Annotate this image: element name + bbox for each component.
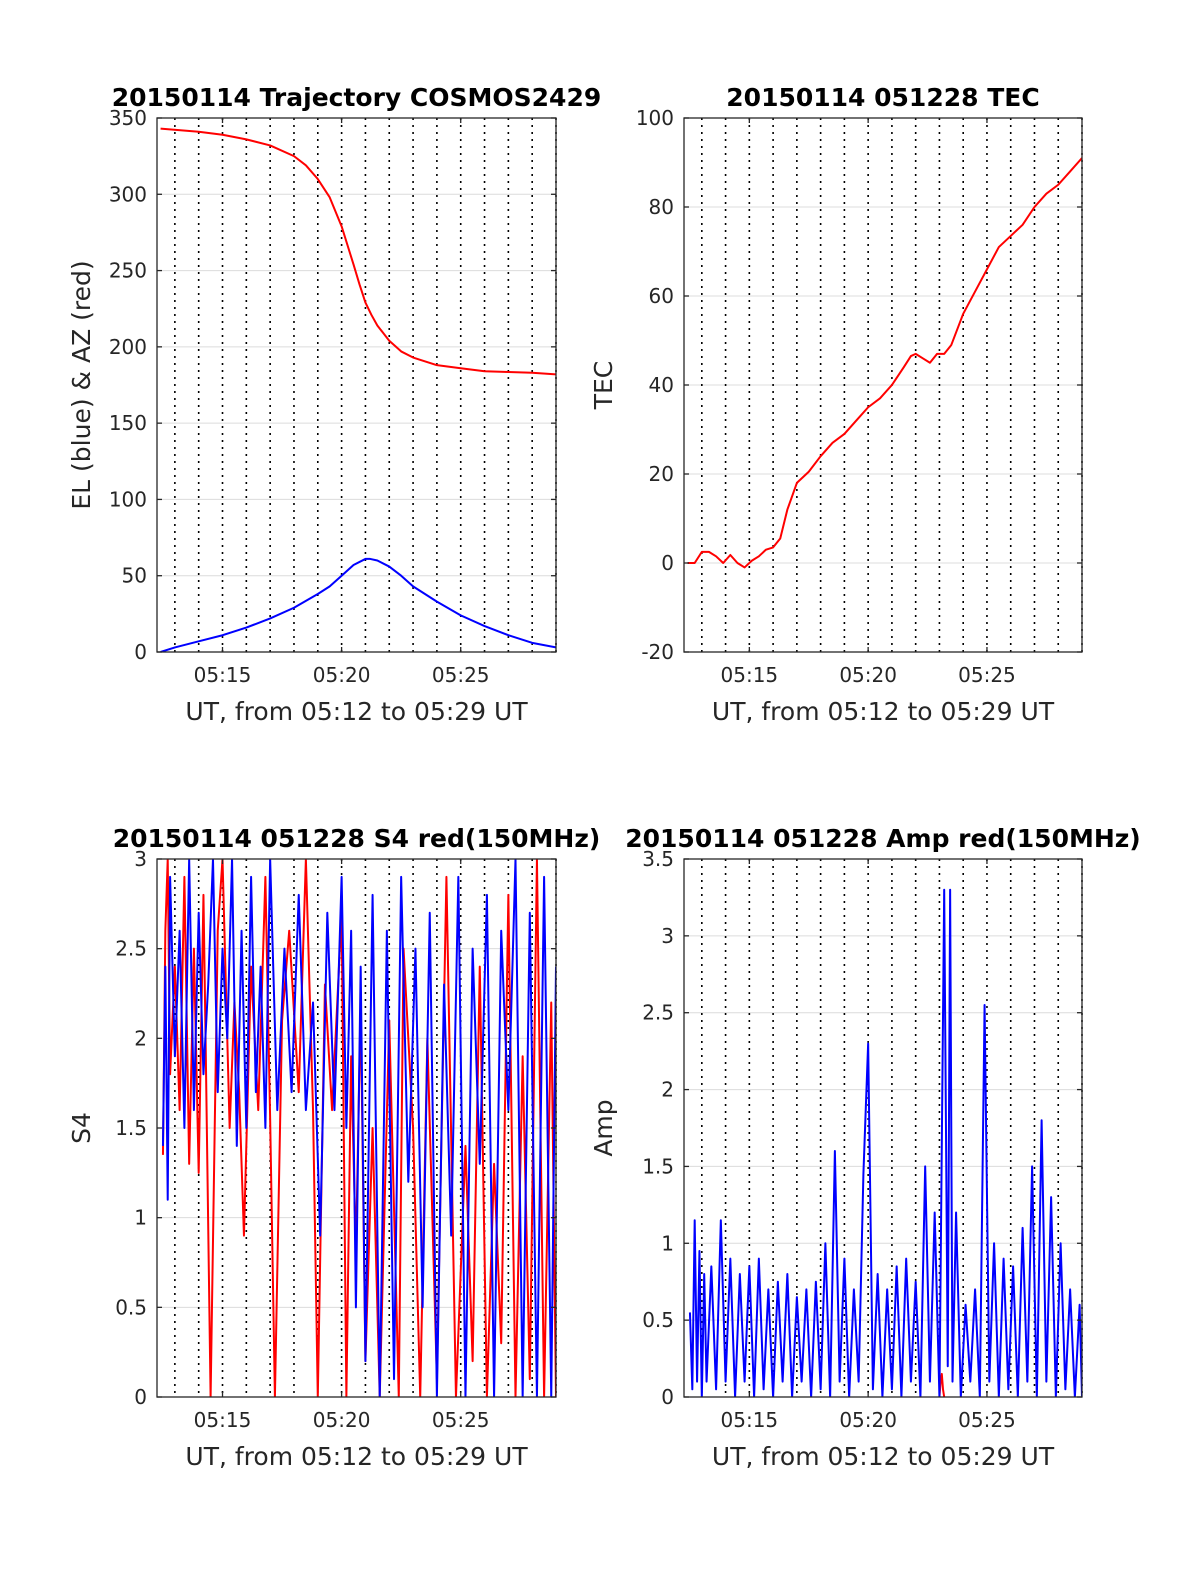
- y-tick-label: 1.5: [642, 1154, 674, 1178]
- y-tick-label: 50: [122, 564, 147, 588]
- series-line-1: [687, 157, 1082, 569]
- y-tick-label: 100: [636, 106, 674, 130]
- x-tick-label: 05:15: [721, 663, 779, 687]
- y-tick-label: 2: [134, 1026, 147, 1050]
- y-tick-label: 1.5: [115, 1116, 147, 1140]
- y-tick-label: 60: [649, 284, 674, 308]
- y-axis-label: S4: [67, 1112, 96, 1144]
- chart-title: 20150114 051228 TEC: [726, 83, 1039, 112]
- y-tick-label: 2.5: [642, 1001, 674, 1025]
- plot-area: [684, 859, 1082, 1397]
- series-group: [161, 859, 556, 1397]
- series-line-2: [688, 888, 1082, 1397]
- y-axis-label: TEC: [589, 361, 618, 411]
- y-tick-label: 250: [109, 259, 147, 283]
- series-line-2: [161, 859, 556, 1397]
- x-tick-label: 05:20: [313, 1408, 371, 1432]
- x-tick-label: 05:15: [194, 1408, 252, 1432]
- y-tick-label: 150: [109, 411, 147, 435]
- y-tick-label: 3: [661, 924, 674, 948]
- y-tick-label: 200: [109, 335, 147, 359]
- chart-4: 05:15 05:20 05:25 0 0.5 1 1.5 2 2.5 3 3.520150114 …: [589, 824, 1141, 1471]
- x-tick-label: 05:25: [432, 1408, 490, 1432]
- x-tick-label: 05:20: [313, 663, 371, 687]
- series-group: [160, 127, 556, 652]
- y-tick-label: 20: [649, 462, 674, 486]
- y-tick-label: 1: [134, 1206, 147, 1230]
- x-axis-label: UT, from 05:12 to 05:29 UT: [185, 697, 528, 726]
- y-tick-label: 0.5: [642, 1308, 674, 1332]
- series-line-1: [160, 127, 556, 376]
- y-tick-label: 350: [109, 106, 147, 130]
- y-tick-label: 300: [109, 182, 147, 206]
- y-tick-label: -20: [641, 640, 674, 664]
- y-axis-label: Amp: [589, 1099, 618, 1156]
- series-group: [687, 157, 1082, 569]
- x-tick-label: 05:25: [958, 663, 1016, 687]
- x-tick-label: 05:20: [839, 663, 897, 687]
- x-tick-label: 05:20: [839, 1408, 897, 1432]
- series-line-2: [160, 557, 556, 652]
- y-tick-label: 0: [134, 1385, 147, 1409]
- y-tick-label: 0: [661, 1385, 674, 1409]
- series-group: [688, 888, 1082, 1397]
- chart-title: 20150114 Trajectory COSMOS2429: [112, 83, 602, 112]
- y-tick-label: 2.5: [115, 937, 147, 961]
- chart-2: 05:15 05:20 05:25 -20 0 20 40 60 80 100 20150114 0…: [589, 83, 1083, 726]
- y-tick-label: 80: [649, 195, 674, 219]
- y-tick-label: 1: [661, 1231, 674, 1255]
- y-tick-label: 2: [661, 1078, 674, 1102]
- chart-title: 20150114 051228 Amp red(150MHz): [625, 824, 1141, 853]
- x-tick-label: 05:25: [432, 663, 490, 687]
- x-axis-label: UT, from 05:12 to 05:29 UT: [185, 1442, 528, 1471]
- chart-title: 20150114 051228 S4 red(150MHz): [113, 824, 601, 853]
- chart-1: 05:15 05:20 05:25 0 50 100 150 200 250 300 3502015…: [67, 83, 601, 726]
- y-tick-label: 0: [134, 640, 147, 664]
- y-tick-label: 100: [109, 487, 147, 511]
- y-tick-label: 3.5: [642, 847, 674, 871]
- series-line-1: [161, 859, 556, 1397]
- x-tick-label: 05:15: [721, 1408, 779, 1432]
- axes-frame: [683, 858, 1083, 1398]
- y-tick-label: 3: [134, 847, 147, 871]
- y-tick-label: 0: [661, 551, 674, 575]
- plot-area: [157, 118, 556, 652]
- y-tick-label: 40: [649, 373, 674, 397]
- axes-frame: [156, 117, 557, 653]
- x-axis-label: UT, from 05:12 to 05:29 UT: [712, 1442, 1055, 1471]
- x-tick-label: 05:15: [194, 663, 252, 687]
- y-axis-label: EL (blue) & AZ (red): [67, 260, 96, 509]
- y-tick-label: 0.5: [115, 1295, 147, 1319]
- x-tick-label: 05:25: [958, 1408, 1016, 1432]
- x-axis-label: UT, from 05:12 to 05:29 UT: [712, 697, 1055, 726]
